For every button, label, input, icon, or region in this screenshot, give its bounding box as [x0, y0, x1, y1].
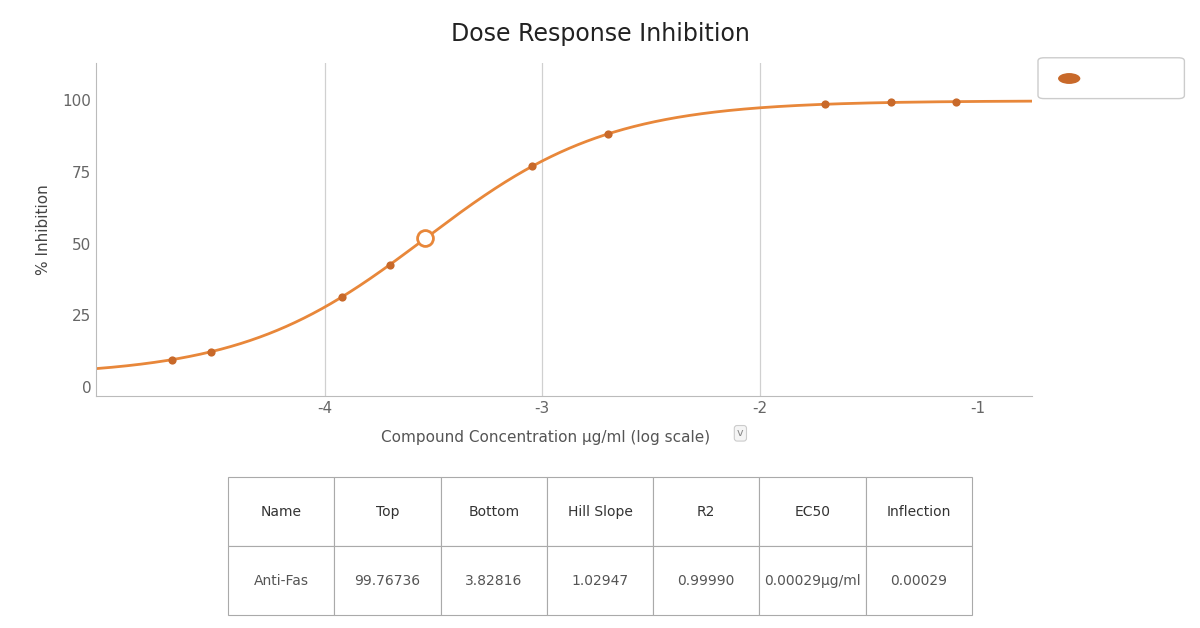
Point [947, 97, 966, 107]
Point [419, 231, 438, 241]
Text: Dose Response Inhibition: Dose Response Inhibition [450, 22, 750, 46]
Point [816, 99, 835, 109]
Text: Compound Concentration μg/ml (log scale): Compound Concentration μg/ml (log scale) [382, 430, 710, 445]
Point [163, 355, 182, 365]
Point [598, 129, 617, 139]
Y-axis label: % Inhibition: % Inhibition [36, 184, 52, 274]
Point [380, 259, 400, 269]
Point [332, 292, 352, 302]
Text: Anti-Fas: Anti-Fas [1087, 72, 1142, 85]
Text: v: v [737, 428, 744, 438]
Point [881, 97, 900, 107]
Point [202, 347, 221, 357]
Point [415, 234, 434, 244]
Point [523, 161, 542, 171]
